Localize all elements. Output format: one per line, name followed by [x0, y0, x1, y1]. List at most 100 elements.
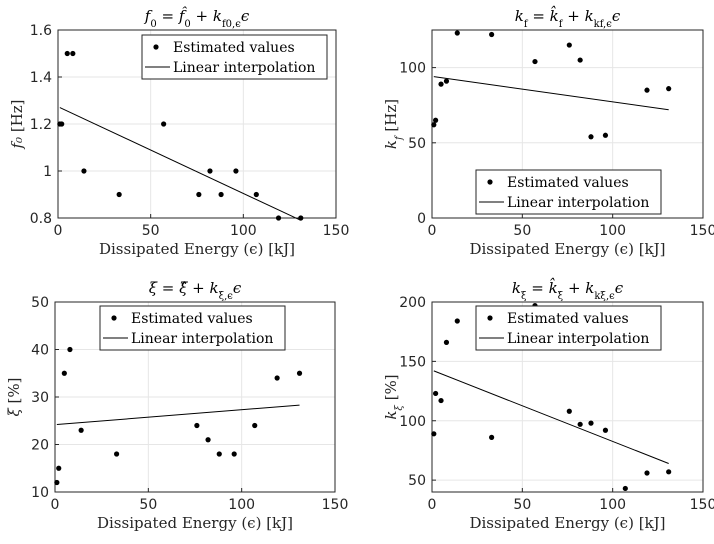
- data-point: [454, 30, 460, 36]
- data-point: [644, 470, 650, 476]
- data-point: [205, 437, 211, 443]
- y-tick-label: 20: [31, 438, 49, 454]
- data-point: [666, 469, 672, 475]
- legend-box: [99, 305, 286, 351]
- x-tick-label: 100: [230, 223, 257, 239]
- y-axis-label: kf [Hz]: [382, 99, 405, 149]
- y-axis-label: ξ [%]: [5, 378, 23, 417]
- data-point: [532, 58, 538, 65]
- data-point: [666, 86, 672, 92]
- interpolation-line: [433, 370, 669, 464]
- y-axis-label: f₀ [Hz]: [8, 99, 26, 149]
- legend-marker-point: [487, 315, 493, 321]
- data-point: [70, 50, 76, 57]
- x-axis-label: Dissipated Energy (ϵ) [kJ]: [99, 240, 295, 258]
- chart-title: f0 = f̂0 + kf0,ϵϵ: [144, 7, 250, 30]
- x-tick-label: 50: [139, 497, 157, 513]
- x-tick-label: 100: [228, 497, 255, 513]
- x-tick-label: 0: [428, 223, 437, 239]
- plot-area-frame: [431, 301, 704, 493]
- data-point: [566, 408, 572, 414]
- chart-title: ξ = ξ̂ + kξ,ϵϵ: [149, 279, 242, 302]
- interpolation-line: [56, 404, 300, 426]
- data-point: [116, 191, 122, 198]
- x-tick-label: 50: [513, 497, 531, 513]
- legend-box: [475, 305, 662, 351]
- y-tick-label: 0: [417, 211, 426, 227]
- legend-marker-point: [487, 179, 493, 185]
- y-tick-label: 50: [408, 136, 426, 152]
- legend-entry: Estimated values: [507, 311, 629, 327]
- legend-entry: Estimated values: [507, 175, 629, 191]
- data-point: [67, 346, 73, 353]
- interpolation-line: [59, 107, 301, 221]
- x-axis-label: Dissipated Energy (ϵ) [kJ]: [469, 514, 665, 532]
- legend-box: [475, 169, 662, 215]
- x-tick-label: 0: [51, 497, 60, 513]
- data-point: [433, 117, 439, 123]
- y-tick-label: 100: [399, 61, 426, 77]
- data-point: [194, 422, 200, 429]
- x-tick-label: 50: [513, 223, 531, 239]
- legend-marker-point: [153, 44, 159, 50]
- data-point: [438, 81, 444, 87]
- y-tick-label: 200: [399, 295, 426, 311]
- legend-entry: Linear interpolation: [173, 60, 315, 76]
- legend: Estimated values Linear interpolation: [475, 169, 662, 215]
- x-tick-label: 150: [690, 223, 714, 239]
- data-point: [438, 397, 444, 404]
- data-point: [275, 215, 282, 221]
- data-point: [588, 420, 594, 426]
- data-point: [296, 370, 303, 376]
- legend-entry: Estimated values: [131, 311, 253, 327]
- data-point: [196, 191, 202, 198]
- data-point: [644, 87, 650, 93]
- data-point: [252, 422, 258, 429]
- y-tick-label: 10: [31, 485, 49, 501]
- y-tick-label: 50: [31, 295, 49, 311]
- data-point: [588, 134, 594, 140]
- y-tick-label: 50: [408, 473, 426, 489]
- data-point: [54, 479, 60, 486]
- data-point: [622, 485, 628, 492]
- y-tick-label: 1.4: [30, 70, 52, 86]
- legend: Estimated values Linear interpolation: [475, 305, 662, 351]
- x-tick-label: 150: [323, 223, 350, 239]
- chart-title: kf = k̂f + kkf,ϵϵ: [515, 6, 621, 30]
- legend-entry: Linear interpolation: [507, 195, 649, 211]
- x-axis-label: Dissipated Energy (ϵ) [kJ]: [469, 240, 665, 258]
- legend-entry: Linear interpolation: [507, 331, 649, 347]
- x-tick-label: 0: [54, 223, 63, 239]
- chart-1: 0 50 100 150 0.8 1 1.2 1.4 1.6 f0 = f̂0 + kf0,ϵϵ D…: [8, 7, 349, 258]
- x-tick-label: 50: [142, 223, 160, 239]
- data-point: [56, 465, 62, 471]
- x-tick-label: 0: [428, 497, 437, 513]
- x-tick-label: 150: [322, 497, 349, 513]
- data-point: [216, 451, 222, 457]
- legend-entry: Estimated values: [173, 40, 295, 56]
- data-point: [59, 121, 65, 127]
- chart-2: 0 50 100 150 0 50 100 kf = k̂f + kkf,ϵϵ Dissipat…: [382, 6, 714, 258]
- x-tick-label: 150: [690, 497, 714, 513]
- legend: Estimated values Linear interpolation: [99, 305, 286, 351]
- data-point: [443, 78, 450, 84]
- y-tick-label: 1.2: [30, 117, 52, 133]
- data-point: [431, 431, 437, 437]
- legend: Estimated values Linear interpolation: [141, 34, 328, 80]
- x-tick-label: 100: [599, 497, 626, 513]
- data-point: [602, 427, 609, 433]
- y-tick-label: 1.6: [30, 23, 52, 39]
- legend-marker-point: [111, 315, 117, 321]
- data-point: [218, 191, 224, 198]
- data-point: [577, 57, 583, 63]
- y-tick-label: 30: [31, 390, 49, 406]
- data-point: [253, 191, 259, 198]
- y-tick-label: 100: [399, 414, 426, 430]
- interpolation-line: [433, 76, 669, 111]
- data-point: [577, 421, 583, 427]
- data-point: [161, 121, 167, 127]
- data-point: [64, 50, 70, 57]
- chart-3: 0 50 100 150 10 20 30 40 50 ξ = ξ̂ + kξ,ϵϵ Dissipa…: [5, 279, 348, 532]
